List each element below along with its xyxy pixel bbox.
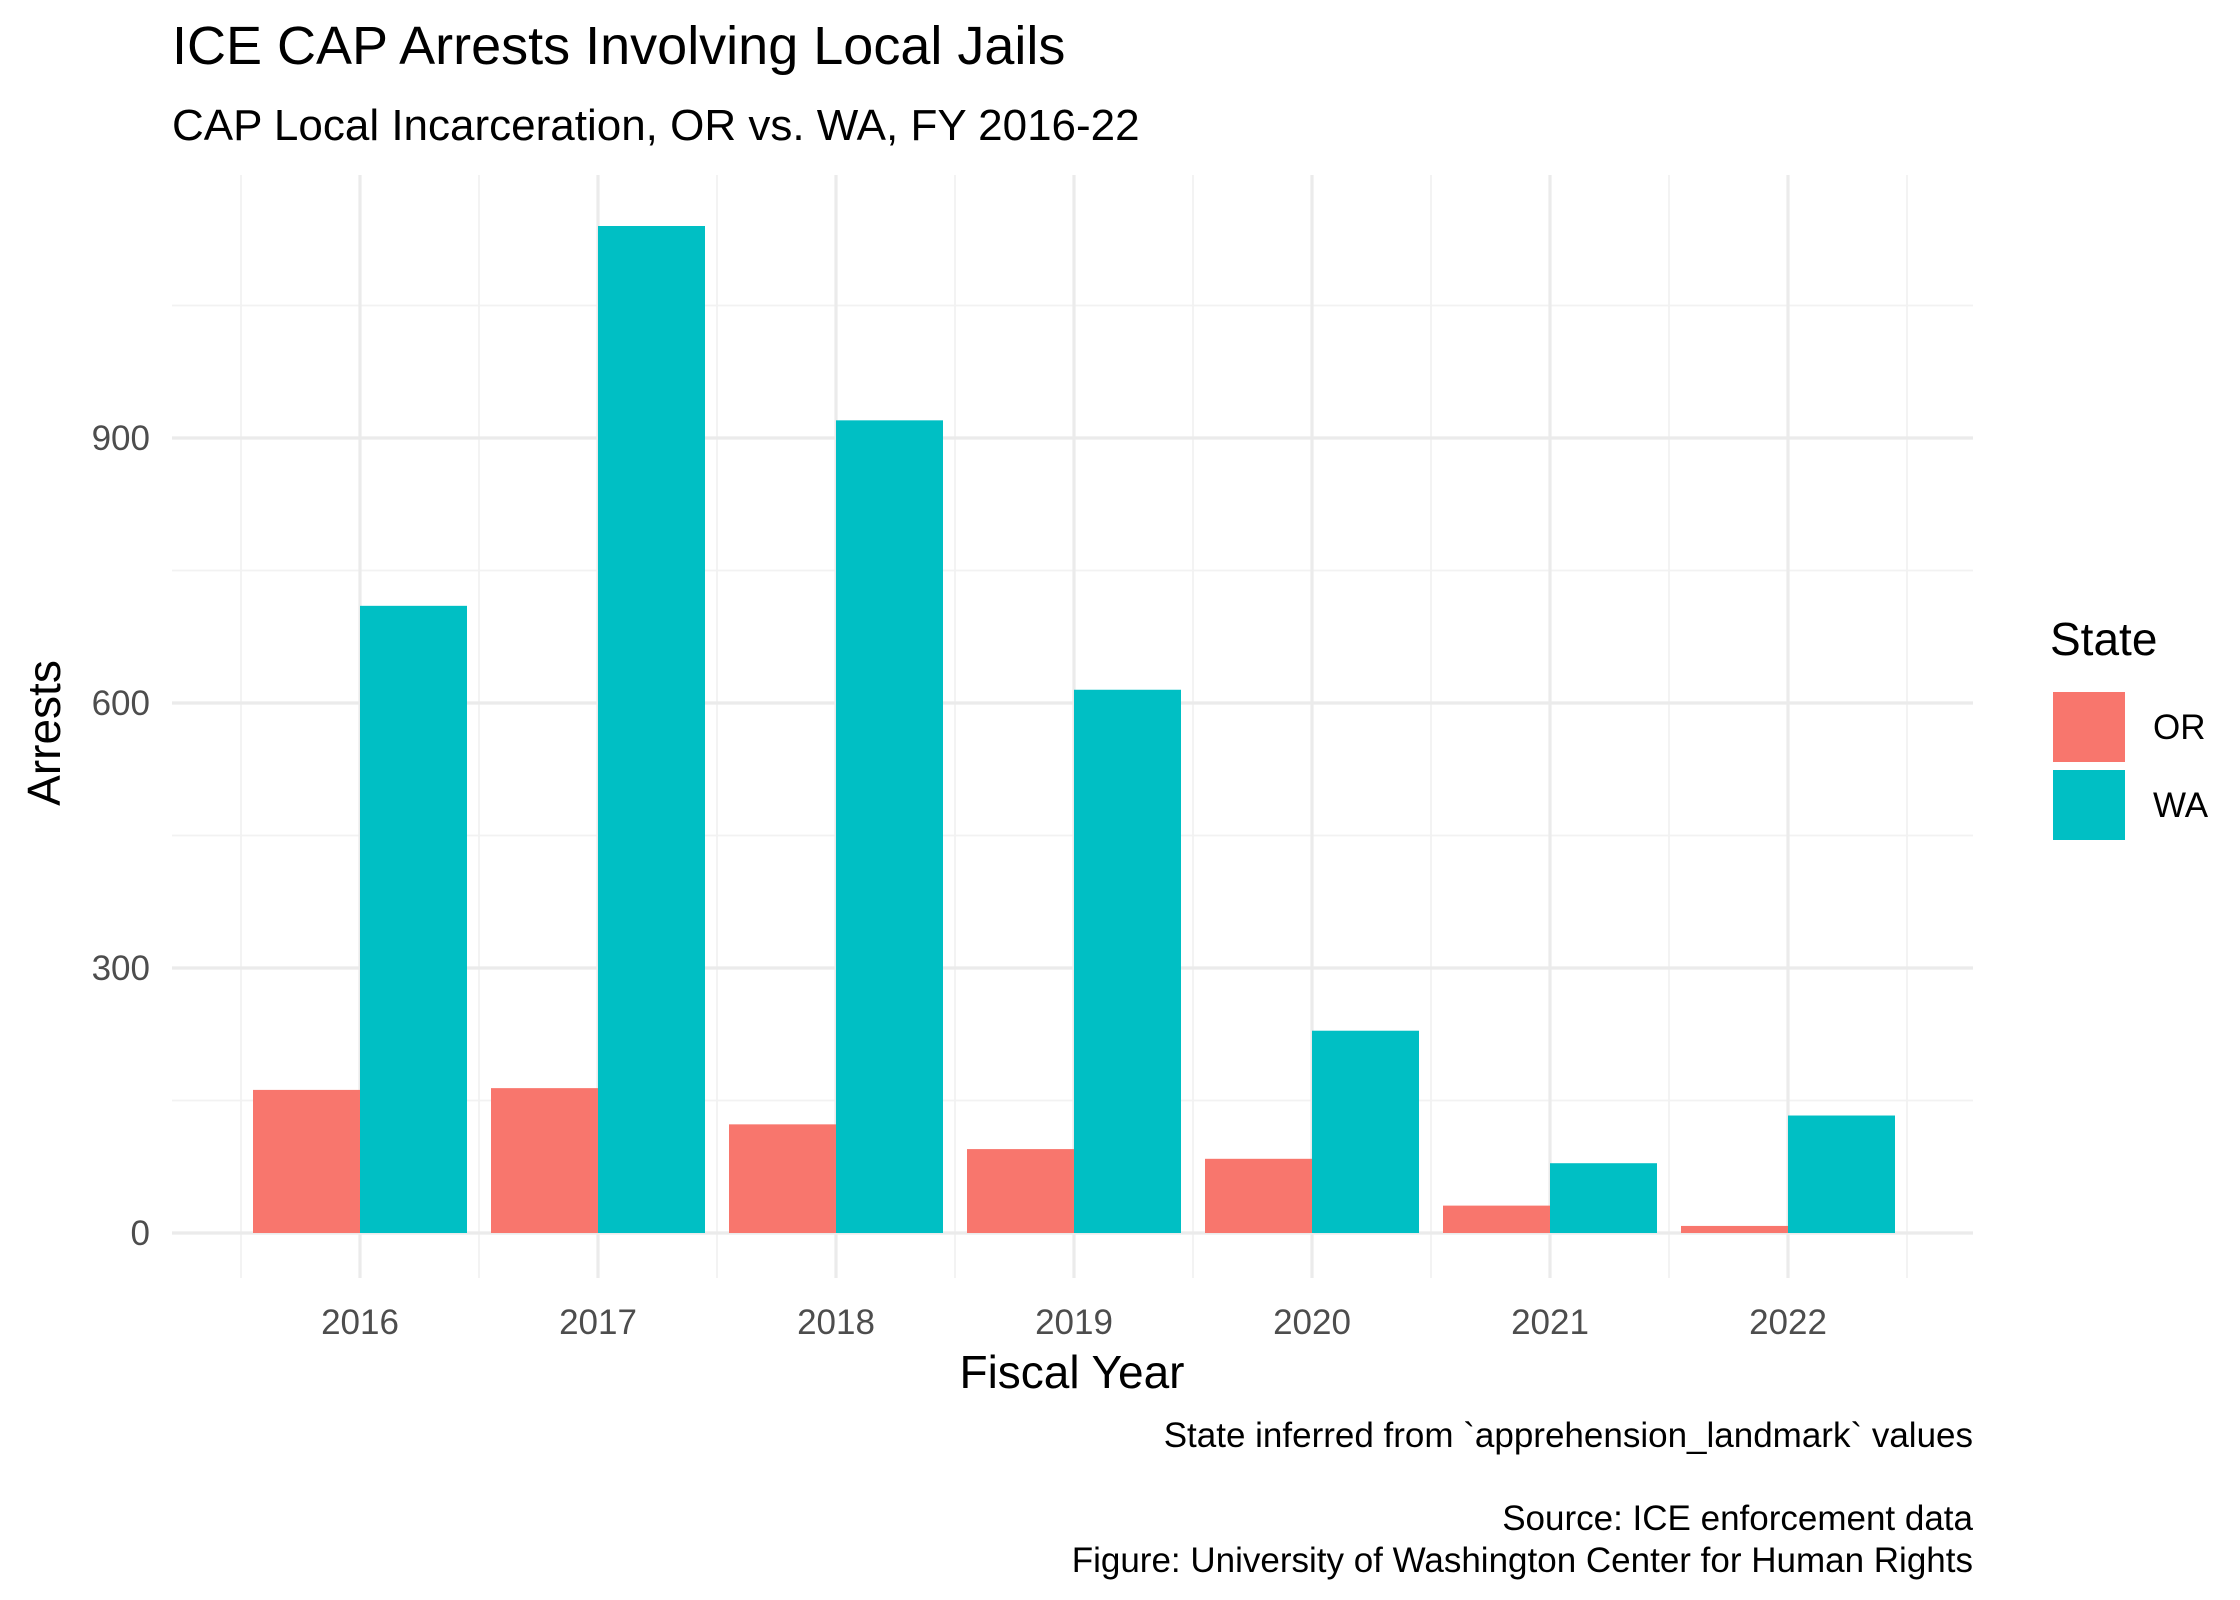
x-tick-label: 2017 — [559, 1303, 637, 1342]
x-tick-label: 2022 — [1749, 1303, 1827, 1342]
legend: State OR WA — [2050, 613, 2209, 840]
bar-or-2018 — [729, 1124, 836, 1233]
x-axis-title: Fiscal Year — [959, 1346, 1184, 1398]
bar-or-2019 — [967, 1149, 1074, 1233]
chart-title: ICE CAP Arrests Involving Local Jails — [172, 16, 1065, 76]
bar-wa-2016 — [360, 605, 467, 1233]
bar-or-2022 — [1681, 1225, 1788, 1233]
caption-line-3: Source: ICE enforcement data — [1502, 1499, 1973, 1538]
y-tick-label: 300 — [92, 949, 150, 988]
caption-line-4: Figure: University of Washington Center … — [1072, 1541, 1973, 1580]
bar-wa-2020 — [1312, 1030, 1419, 1233]
bars — [253, 226, 1895, 1233]
bar-wa-2019 — [1074, 689, 1181, 1233]
x-tick-label: 2020 — [1273, 1303, 1351, 1342]
legend-key-or — [2053, 692, 2125, 762]
legend-label-or: OR — [2153, 708, 2206, 747]
legend-title: State — [2050, 613, 2157, 665]
x-tick-label: 2018 — [797, 1303, 875, 1342]
bar-or-2020 — [1205, 1158, 1312, 1233]
caption-line-1: State inferred from `apprehension_landma… — [1164, 1416, 1973, 1455]
bar-wa-2018 — [836, 420, 943, 1233]
y-tick-labels: 0 300 600 900 — [92, 419, 150, 1253]
x-tick-label: 2016 — [321, 1303, 399, 1342]
bar-or-2016 — [253, 1089, 360, 1233]
bar-wa-2022 — [1788, 1115, 1895, 1233]
x-tick-label: 2021 — [1511, 1303, 1589, 1342]
bar-or-2021 — [1443, 1205, 1550, 1233]
y-tick-label: 0 — [131, 1214, 150, 1253]
legend-key-wa — [2053, 770, 2125, 840]
caption: State inferred from `apprehension_landma… — [1072, 1416, 1974, 1580]
x-tick-label: 2019 — [1035, 1303, 1113, 1342]
bar-wa-2021 — [1550, 1163, 1657, 1233]
legend-label-wa: WA — [2153, 786, 2209, 825]
y-tick-label: 900 — [92, 419, 150, 458]
y-tick-label: 600 — [92, 684, 150, 723]
legend-items: OR WA — [2053, 692, 2209, 840]
chart-subtitle: CAP Local Incarceration, OR vs. WA, FY 2… — [172, 101, 1140, 150]
bar-or-2017 — [491, 1088, 598, 1233]
x-tick-labels: 2016 2017 2018 2019 2020 2021 2022 — [321, 1303, 1827, 1342]
bar-wa-2017 — [598, 226, 705, 1233]
y-axis-title: Arrests — [18, 660, 70, 806]
